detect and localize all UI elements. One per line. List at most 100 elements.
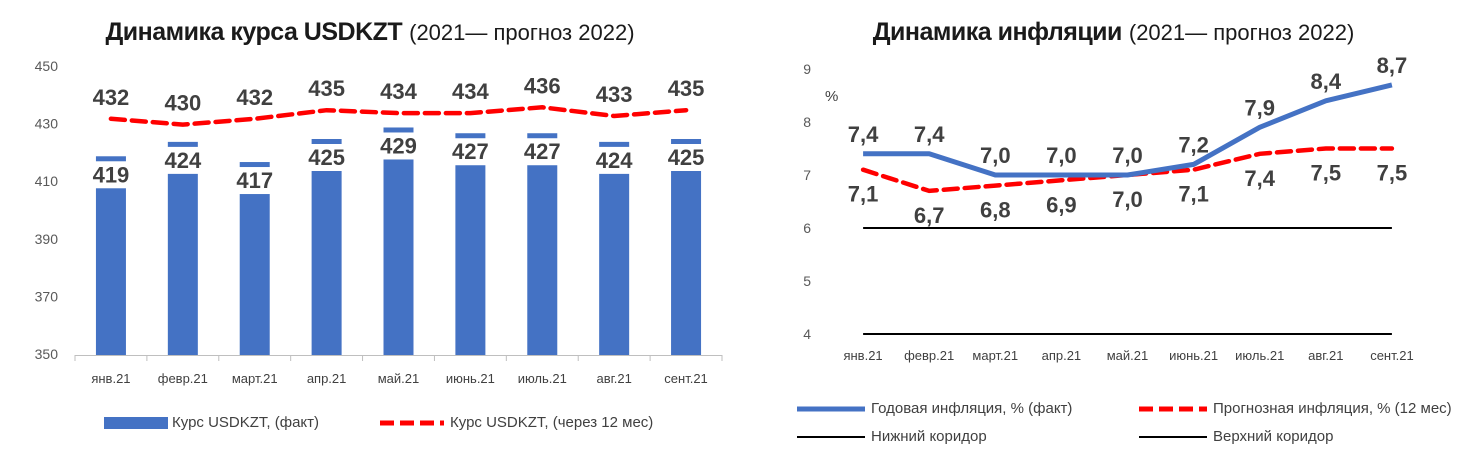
legend-label-upper-corridor: Верхний коридор bbox=[1213, 428, 1334, 445]
annual-inflation-value-label: 7,0 bbox=[1112, 143, 1143, 168]
x-tick-label: февр.21 bbox=[904, 348, 954, 363]
bar-label-background bbox=[439, 138, 502, 166]
usdkzt-title-sub: (2021— прогноз 2022) bbox=[409, 20, 635, 45]
forecast-inflation-value-label: 6,8 bbox=[980, 198, 1011, 223]
y-tick-label: 5 bbox=[803, 273, 811, 289]
x-tick-label: март.21 bbox=[232, 371, 278, 386]
bar-value-label: 425 bbox=[308, 145, 345, 170]
x-tick-label: сент.21 bbox=[1370, 348, 1414, 363]
bar bbox=[167, 141, 198, 355]
bar-value-label: 419 bbox=[93, 162, 130, 187]
x-tick-label: янв.21 bbox=[91, 371, 130, 386]
bar-value-label: 424 bbox=[164, 148, 201, 173]
legend-item-annual-inflation: Годовая инфляция, % (факт) bbox=[795, 400, 1072, 417]
y-tick-label: 430 bbox=[35, 116, 59, 132]
usdkzt-title-main: Динамика курса USDKZT bbox=[105, 18, 403, 46]
forecast-value-label: 436 bbox=[524, 73, 561, 98]
legend-label-forecast-inflation: Прогнозная инфляция, % (12 мес) bbox=[1213, 400, 1452, 417]
bar bbox=[527, 133, 558, 355]
bar bbox=[455, 133, 486, 355]
legend-swatch-blue-line-icon bbox=[797, 406, 865, 411]
x-tick-label: июнь.21 bbox=[1169, 348, 1218, 363]
bar-label-background bbox=[79, 161, 142, 189]
annual-inflation-value-label: 7,0 bbox=[1046, 143, 1077, 168]
forecast-inflation-value-label: 7,1 bbox=[848, 182, 879, 207]
bar-value-label: 427 bbox=[452, 139, 489, 164]
bar-value-label: 429 bbox=[380, 133, 417, 158]
forecast-value-label: 434 bbox=[380, 79, 417, 104]
inflation-chart-svg: 9 8 7 6 5 4% янв.21 февр.21 март.21 апр.21 май.21 и… bbox=[803, 53, 1414, 363]
inflation-title-main: Динамика инфляции bbox=[872, 18, 1123, 46]
x-tick-label: май.21 bbox=[1107, 348, 1149, 363]
forecast-value-label: 433 bbox=[596, 82, 633, 107]
forecast-inflation-value-label: 7,5 bbox=[1377, 161, 1408, 186]
inflation-chart-title: Динамика инфляции (2021— прогноз 2022) bbox=[745, 18, 1482, 47]
bar-label-background bbox=[367, 132, 430, 160]
bar-label-background bbox=[583, 146, 646, 174]
forecast-inflation-value-label: 7,4 bbox=[1244, 166, 1275, 191]
bar-label-background bbox=[655, 144, 718, 171]
forecast-value-label: 432 bbox=[236, 85, 273, 110]
legend-item-lower-corridor: Нижний коридор bbox=[795, 428, 987, 445]
bar bbox=[599, 141, 630, 355]
y-tick-label: 370 bbox=[35, 288, 59, 304]
legend-swatch-dashed-red-icon bbox=[380, 420, 444, 425]
y-axis-unit-label: % bbox=[825, 88, 838, 105]
bar-label-background bbox=[295, 144, 358, 171]
series-line-annual-inflation bbox=[863, 82, 1393, 178]
x-tick-label: февр.21 bbox=[158, 371, 208, 386]
annual-inflation-value-label: 7,0 bbox=[980, 143, 1011, 168]
legend-swatch-black-line-icon bbox=[797, 435, 865, 438]
bar-label-background bbox=[223, 167, 286, 195]
x-tick-label: апр.21 bbox=[1042, 348, 1082, 363]
x-tick-label: июль.21 bbox=[1235, 348, 1284, 363]
forecast-value-label: 432 bbox=[93, 85, 130, 110]
legend-label-annual-inflation: Годовая инфляция, % (факт) bbox=[871, 400, 1073, 417]
series-line-forecast-inflation bbox=[860, 146, 1395, 194]
bar-label-background bbox=[511, 138, 574, 166]
forecast-inflation-value-label: 7,0 bbox=[1112, 187, 1143, 212]
legend-item-fact-rate: Курс USDKZT, (факт) bbox=[104, 414, 319, 431]
forecast-inflation-value-label: 7,5 bbox=[1311, 161, 1342, 186]
bar-value-label: 424 bbox=[596, 148, 633, 173]
x-tick-label: июнь.21 bbox=[446, 371, 495, 386]
x-tick-label: июль.21 bbox=[518, 371, 567, 386]
bar bbox=[671, 139, 702, 355]
x-tick-label: апр.21 bbox=[307, 371, 347, 386]
forecast-value-label: 435 bbox=[308, 76, 345, 101]
y-tick-label: 6 bbox=[803, 220, 811, 236]
x-tick-label: авг.21 bbox=[1308, 348, 1343, 363]
y-tick-label: 7 bbox=[803, 167, 811, 183]
annual-inflation-value-label: 7,4 bbox=[914, 122, 945, 147]
annual-inflation-value-label: 7,2 bbox=[1178, 132, 1209, 157]
series-line-forecast-rate bbox=[108, 105, 689, 127]
legend-label-forecast-rate: Курс USDKZT, (через 12 мес) bbox=[450, 414, 654, 431]
x-tick-label: авг.21 bbox=[596, 371, 631, 386]
inflation-chart-panel: Динамика инфляции (2021— прогноз 2022) 9… bbox=[745, 0, 1482, 456]
legend-item-forecast-inflation: Прогнозная инфляция, % (12 мес) bbox=[1137, 400, 1452, 417]
forecast-inflation-value-label: 6,9 bbox=[1046, 192, 1077, 217]
legend-swatch-bar-icon bbox=[104, 416, 168, 429]
bar bbox=[95, 156, 126, 355]
bar bbox=[311, 139, 342, 355]
annual-inflation-value-label: 7,4 bbox=[848, 122, 879, 147]
y-tick-label: 350 bbox=[35, 346, 59, 362]
x-tick-label: май.21 bbox=[378, 371, 420, 386]
x-tick-label: март.21 bbox=[972, 348, 1018, 363]
usdkzt-chart-panel: Динамика курса USDKZT (2021— прогноз 202… bbox=[0, 0, 740, 456]
x-tick-label: сент.21 bbox=[664, 371, 708, 386]
forecast-value-label: 434 bbox=[452, 79, 489, 104]
bar-value-label: 425 bbox=[668, 145, 705, 170]
forecast-value-label: 435 bbox=[668, 76, 705, 101]
bar-value-label: 427 bbox=[524, 139, 561, 164]
annual-inflation-value-label: 8,7 bbox=[1377, 53, 1408, 78]
y-tick-label: 450 bbox=[35, 58, 59, 74]
bar-label-background bbox=[151, 146, 214, 174]
usdkzt-chart-svg: 450 430 410 390 370 350 янв.21 февр.21 март.21 ап… bbox=[35, 58, 723, 386]
legend-item-upper-corridor: Верхний коридор bbox=[1137, 428, 1333, 445]
y-tick-label: 390 bbox=[35, 231, 59, 247]
legend-swatch-black-line-icon bbox=[1139, 435, 1207, 438]
legend-item-forecast-rate: Курс USDKZT, (через 12 мес) bbox=[378, 414, 653, 431]
forecast-value-label: 430 bbox=[164, 91, 201, 116]
x-tick-label: янв.21 bbox=[843, 348, 882, 363]
